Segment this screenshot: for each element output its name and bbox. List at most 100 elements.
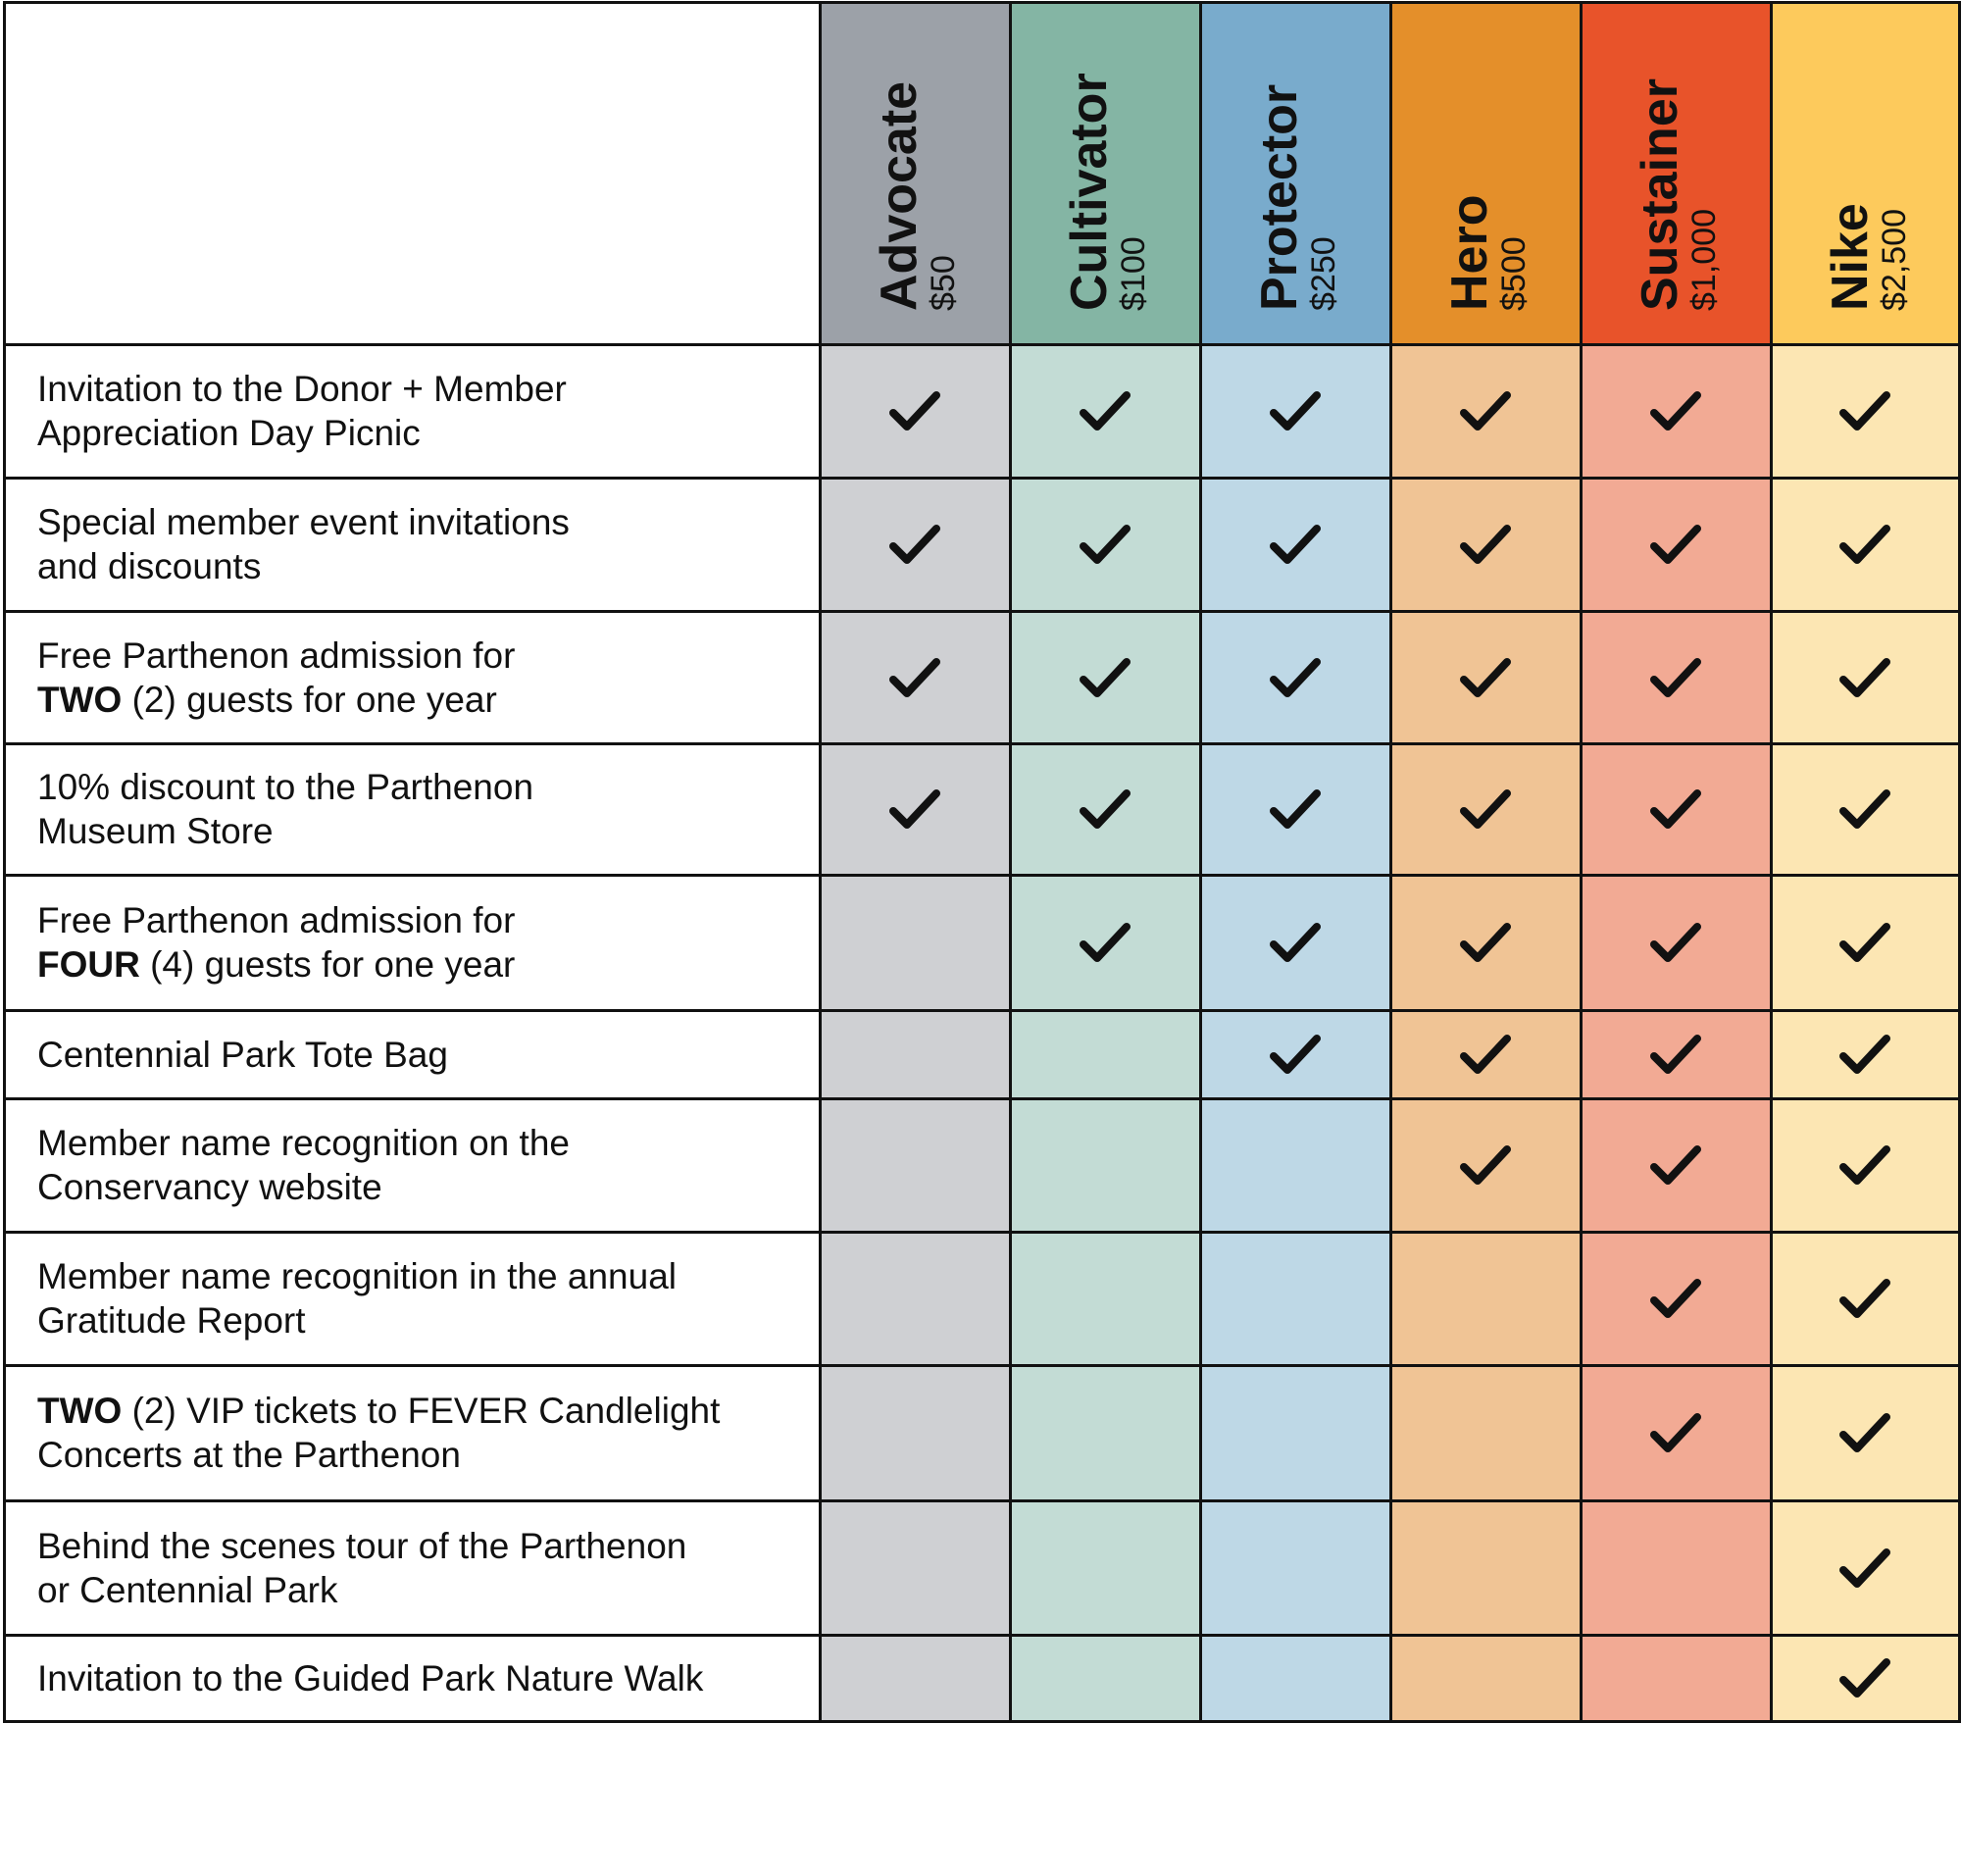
benefit-cell-cultivator: [1010, 1365, 1200, 1500]
benefit-segment: (2) guests for one year: [122, 679, 497, 720]
checkmark-icon: [1080, 523, 1131, 566]
benefit-row-label: Behind the scenes tour of the Parthenon o…: [4, 1500, 820, 1635]
benefit-cell-hero: [1390, 1232, 1581, 1365]
grid-line-horizontal: [2, 1230, 1961, 1234]
benefit-cell-protector: [1200, 1098, 1390, 1232]
benefit-text: Centennial Park Tote Bag: [37, 1033, 448, 1077]
checkmark-icon: [1270, 787, 1321, 831]
benefit-segment: (2) VIP tickets to FEVER Candlelight: [122, 1391, 721, 1431]
benefit-cell-hero: [1390, 743, 1581, 875]
benefit-segment: Free Parthenon admission for: [37, 634, 516, 676]
benefit-line: Gratitude Report: [37, 1298, 677, 1343]
tier-header-protector: Protector $250: [1200, 2, 1390, 344]
benefit-cell-sustainer: [1581, 1098, 1771, 1232]
benefit-row-label: 10% discount to the Parthenon Museum Stor…: [4, 743, 820, 875]
benefit-cell-hero: [1390, 1635, 1581, 1721]
membership-benefits-table: Advocate $50 Cultivator $100 Protector $250 He…: [2, 0, 1961, 1723]
checkmark-icon: [1650, 523, 1701, 566]
tier-price: $500: [1495, 236, 1533, 311]
benefit-cell-nike: [1771, 478, 1959, 611]
benefit-emphasis: TWO: [37, 679, 123, 720]
checkmark-icon: [1650, 1143, 1701, 1187]
benefit-cell-sustainer: [1581, 344, 1771, 478]
benefit-cell-nike: [1771, 1365, 1959, 1500]
tier-name: Sustainer: [1632, 78, 1688, 311]
benefit-cell-hero: [1390, 875, 1581, 1010]
benefit-segment: Gratitude Report: [37, 1300, 306, 1341]
benefit-text: Special member event invitations and disc…: [37, 500, 570, 588]
checkmark-icon: [1080, 921, 1131, 964]
benefit-text: Free Parthenon admission for TWO (2) gues…: [37, 634, 515, 722]
grid-line-horizontal: [2, 741, 1961, 745]
benefit-segment: Invitation to the Guided Park Nature Wal…: [37, 1657, 704, 1699]
benefit-line: Free Parthenon admission for: [37, 634, 515, 678]
benefit-text: Free Parthenon admission for FOUR (4) gue…: [37, 898, 515, 987]
checkmark-icon: [1270, 921, 1321, 964]
benefit-line: Invitation to the Donor + Member: [37, 367, 567, 411]
checkmark-icon: [1839, 1411, 1890, 1454]
benefit-segment: Free Parthenon admission for: [37, 900, 516, 940]
benefit-cell-hero: [1390, 1500, 1581, 1635]
benefit-cell-sustainer: [1581, 611, 1771, 743]
tier-header-hero: Hero $500: [1390, 2, 1581, 344]
benefit-cell-hero: [1390, 1010, 1581, 1098]
benefit-segment: 10% discount to the Parthenon: [37, 767, 534, 807]
benefit-cell-cultivator: [1010, 1098, 1200, 1232]
checkmark-icon: [1839, 921, 1890, 964]
tier-header-cultivator: Cultivator $100: [1010, 2, 1200, 344]
benefit-line: Free Parthenon admission for: [37, 898, 515, 942]
benefit-cell-protector: [1200, 1500, 1390, 1635]
benefit-cell-sustainer: [1581, 1010, 1771, 1098]
grid-line-horizontal: [2, 1719, 1961, 1723]
benefit-line: TWO (2) VIP tickets to FEVER Candlelight: [37, 1389, 720, 1433]
checkmark-icon: [1270, 389, 1321, 432]
benefit-row-label: Invitation to the Guided Park Nature Wal…: [4, 1635, 820, 1721]
benefit-row-label: Member name recognition on the Conservanc…: [4, 1098, 820, 1232]
checkmark-icon: [1839, 1143, 1890, 1187]
benefit-cell-nike: [1771, 1635, 1959, 1721]
checkmark-icon: [1460, 389, 1511, 432]
benefit-cell-cultivator: [1010, 1500, 1200, 1635]
checkmark-icon: [1839, 656, 1890, 699]
tier-name: Protector: [1251, 83, 1308, 311]
checkmark-icon: [1460, 787, 1511, 831]
benefit-cell-sustainer: [1581, 1365, 1771, 1500]
benefit-line: TWO (2) guests for one year: [37, 678, 515, 722]
checkmark-icon: [1839, 1033, 1890, 1076]
benefit-cell-sustainer: [1581, 1500, 1771, 1635]
grid-line-horizontal: [2, 342, 1961, 346]
benefit-cell-advocate: [820, 1365, 1010, 1500]
benefit-segment: Museum Store: [37, 811, 274, 851]
benefit-cell-advocate: [820, 743, 1010, 875]
header-blank-cell: [4, 2, 820, 344]
benefit-cell-cultivator: [1010, 1635, 1200, 1721]
benefit-segment: Invitation to the Donor + Member: [37, 369, 567, 409]
benefit-cell-protector: [1200, 1232, 1390, 1365]
benefit-row-label: TWO (2) VIP tickets to FEVER Candlelight…: [4, 1365, 820, 1500]
tier-price: $1,000: [1685, 209, 1723, 311]
benefit-segment: or Centennial Park: [37, 1569, 338, 1610]
benefit-text: Member name recognition on the Conservanc…: [37, 1121, 570, 1209]
benefit-emphasis: TWO: [37, 1391, 123, 1431]
benefit-segment: Member name recognition on the: [37, 1123, 570, 1163]
benefit-cell-advocate: [820, 1232, 1010, 1365]
benefit-cell-sustainer: [1581, 1635, 1771, 1721]
benefit-text: 10% discount to the Parthenon Museum Stor…: [37, 765, 533, 853]
benefit-cell-advocate: [820, 1010, 1010, 1098]
benefit-cell-advocate: [820, 478, 1010, 611]
benefit-cell-hero: [1390, 611, 1581, 743]
benefit-cell-protector: [1200, 344, 1390, 478]
checkmark-icon: [1650, 1033, 1701, 1076]
checkmark-icon: [1460, 921, 1511, 964]
grid-line-horizontal: [2, 0, 1961, 4]
checkmark-icon: [1650, 1277, 1701, 1320]
benefit-cell-nike: [1771, 611, 1959, 743]
grid-line-vertical: [818, 2, 822, 1721]
benefit-segment: Centennial Park Tote Bag: [37, 1034, 448, 1075]
tier-name: Advocate: [871, 80, 928, 311]
benefit-row-label: Centennial Park Tote Bag: [4, 1010, 820, 1098]
benefit-line: and discounts: [37, 544, 570, 588]
benefit-cell-sustainer: [1581, 743, 1771, 875]
checkmark-icon: [1270, 656, 1321, 699]
benefit-cell-nike: [1771, 875, 1959, 1010]
